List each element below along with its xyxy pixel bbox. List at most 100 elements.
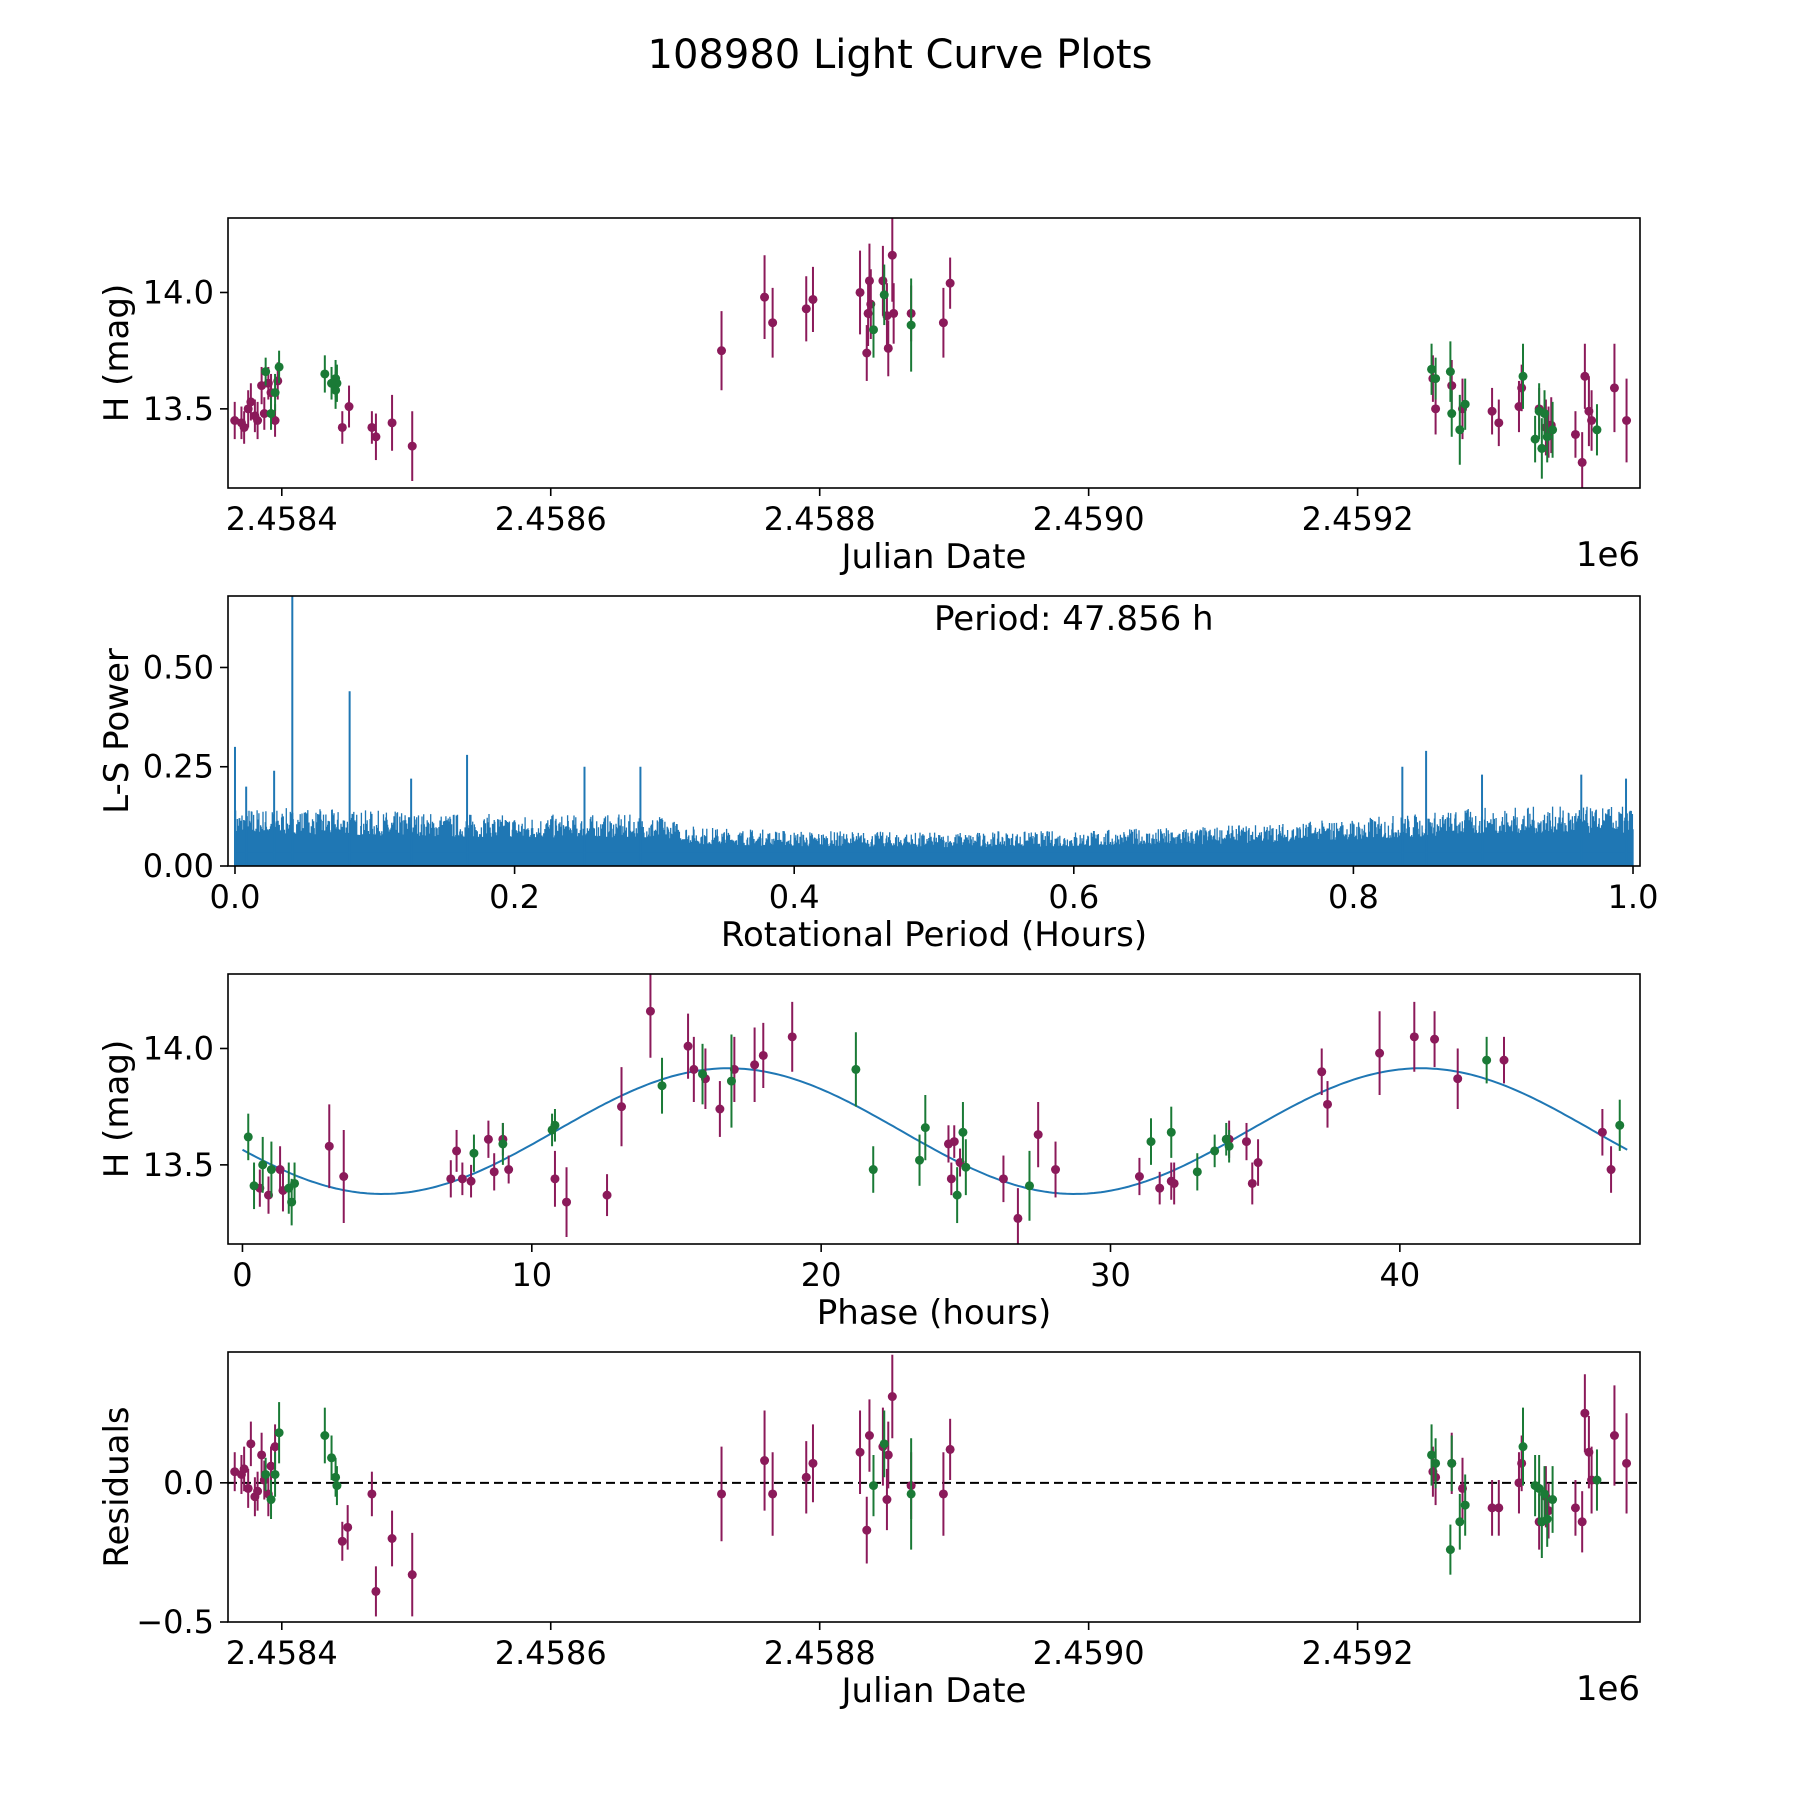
data-point (1606, 1165, 1616, 1175)
data-point (246, 1439, 256, 1449)
x-tick-label: 0.2 (489, 878, 540, 916)
data-point (1537, 443, 1547, 453)
data-point (1577, 457, 1587, 467)
data-point (457, 1174, 467, 1184)
x-tick-label: 2.4590 (1033, 1634, 1145, 1672)
data-point (683, 1041, 693, 1051)
data-point (266, 409, 276, 419)
data-point (1548, 425, 1558, 435)
data-point (1430, 1034, 1440, 1044)
data-point (261, 1469, 271, 1479)
data-point (270, 388, 280, 398)
data-point (1051, 1165, 1061, 1175)
data-point (1166, 1127, 1176, 1137)
data-point (1609, 1431, 1619, 1441)
data-point (1192, 1167, 1202, 1177)
data-point (717, 346, 727, 356)
data-point (343, 1522, 353, 1532)
data-point (808, 294, 818, 304)
data-point (1530, 434, 1540, 444)
data-point (407, 1570, 417, 1580)
data-point (1622, 1458, 1632, 1468)
x-tick-label: 1.0 (1608, 878, 1659, 916)
data-point (371, 1586, 381, 1596)
data-point (239, 422, 249, 432)
data-point (327, 1453, 337, 1463)
data-point (1542, 1514, 1552, 1524)
data-point (337, 1536, 347, 1546)
plot-frame (227, 217, 1641, 489)
data-point (266, 1165, 276, 1175)
period-annotation: Period: 47.856 h (934, 599, 1214, 639)
data-point (562, 1197, 572, 1207)
data-point (469, 1148, 479, 1158)
y-tick-label: 0.50 (143, 648, 214, 686)
data-point (717, 1489, 727, 1499)
data-point (906, 320, 916, 330)
data-point (862, 348, 872, 358)
power-spectrum-base (234, 852, 1634, 866)
data-point (1580, 1408, 1590, 1418)
data-point (879, 290, 889, 300)
residuals-panel: 2.4584 2.4586 2.4588 2.4590 2.4592 −0.5 0.0 Jul… (97, 1351, 1641, 1711)
x-tick-label: 2.4590 (1033, 500, 1145, 538)
data-point (758, 1050, 768, 1060)
data-point (339, 1172, 349, 1181)
data-point (407, 441, 417, 451)
data-point (1169, 1178, 1179, 1188)
data-point (801, 304, 811, 314)
data-point (253, 1486, 263, 1496)
data-point (750, 1060, 760, 1070)
data-point (787, 1032, 797, 1042)
data-point (855, 1447, 865, 1457)
data-point (452, 1146, 462, 1156)
data-point (270, 416, 280, 425)
data-point (327, 378, 337, 388)
data-point (290, 1178, 300, 1188)
data-point (1597, 1127, 1607, 1137)
data-point (1317, 1067, 1327, 1077)
data-point (1146, 1137, 1156, 1147)
figure-title: 108980 Light Curve Plots (648, 32, 1153, 78)
data-point (320, 1431, 330, 1441)
data-point (1577, 1517, 1587, 1527)
data-point (1409, 1032, 1419, 1042)
data-point (550, 1120, 560, 1130)
data-point (760, 1456, 770, 1466)
data-point (243, 1483, 253, 1493)
y-tick-label: 0.00 (143, 847, 214, 885)
y-axis-label: Residuals (97, 1406, 137, 1567)
x-tick-label: 2.4588 (764, 500, 876, 538)
data-point (1445, 367, 1455, 377)
data-point (768, 1489, 778, 1499)
data-point (1615, 1120, 1625, 1130)
data-point (498, 1139, 508, 1149)
data-point (230, 1467, 240, 1477)
data-point (864, 1431, 874, 1441)
data-point (1013, 1213, 1023, 1223)
data-point (1570, 1503, 1580, 1513)
data-point (1518, 1442, 1528, 1452)
data-point (868, 325, 878, 335)
data-point (1622, 416, 1632, 425)
data-point (1517, 383, 1527, 393)
x-tick-label: 40 (1379, 1256, 1420, 1294)
y-axis-label: L-S Power (97, 648, 137, 814)
data-point (760, 292, 770, 302)
data-point (332, 1481, 342, 1491)
data-point (1592, 1475, 1602, 1485)
data-point (466, 1176, 476, 1186)
data-point (657, 1081, 667, 1091)
data-point (1241, 1137, 1251, 1147)
phased-panel: 0 10 20 30 40 13.5 14.0 Phase (hours) H (mag) (97, 973, 1641, 1333)
data-point (324, 1141, 334, 1151)
x-tick-label: 2.4584 (226, 500, 338, 538)
data-point (1453, 1074, 1463, 1084)
data-point (257, 1450, 267, 1460)
data-point (259, 409, 269, 419)
data-point (270, 1442, 280, 1452)
data-point (1427, 1450, 1437, 1460)
data-point (1253, 1158, 1263, 1168)
data-point (879, 1439, 889, 1449)
